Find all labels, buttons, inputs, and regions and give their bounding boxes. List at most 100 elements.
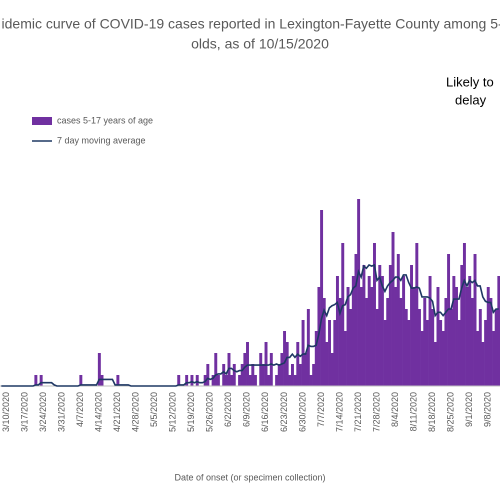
bar: [410, 265, 413, 386]
x-tick-label: 4/7/2020: [75, 392, 85, 427]
bar: [452, 276, 456, 386]
x-tick-label: 9/8/2020: [482, 392, 492, 427]
bar: [478, 309, 482, 386]
bar: [386, 298, 390, 386]
bar: [412, 287, 416, 386]
bar: [97, 353, 101, 386]
bar: [298, 364, 302, 386]
bar: [362, 265, 366, 386]
bar: [354, 254, 358, 386]
bar: [349, 309, 353, 386]
x-tick-label: 5/26/2020: [205, 392, 215, 432]
bar: [214, 353, 218, 386]
x-tick-label: 6/30/2020: [297, 392, 307, 432]
bar: [492, 331, 496, 386]
bar: [404, 309, 408, 386]
x-tick-label: 3/24/2020: [38, 392, 48, 432]
bar: [391, 232, 395, 386]
bar: [396, 254, 400, 386]
bar: [486, 287, 490, 386]
bar: [301, 320, 305, 386]
bar: [497, 276, 500, 386]
bar: [190, 375, 194, 386]
bar: [420, 331, 424, 386]
bar: [216, 375, 220, 386]
x-tick-label: 7/28/2020: [371, 392, 381, 432]
bar: [185, 375, 189, 386]
bar: [206, 364, 210, 386]
x-tick-label: 4/14/2020: [94, 392, 104, 432]
bar: [433, 342, 437, 386]
bar: [425, 320, 429, 386]
bar: [455, 287, 458, 386]
bar: [39, 375, 43, 386]
bar: [240, 364, 244, 386]
x-tick-label: 5/12/2020: [168, 392, 178, 432]
chart-title: olds, as of 10/15/2020: [191, 36, 329, 52]
annotation: delay: [455, 92, 487, 107]
bar: [449, 309, 453, 386]
bar: [224, 375, 228, 386]
bar: [34, 375, 38, 386]
bar: [428, 276, 432, 386]
x-tick-label: 7/21/2020: [353, 392, 363, 432]
bar: [328, 320, 331, 386]
bar: [441, 331, 445, 386]
bar: [280, 353, 284, 386]
bar: [333, 320, 337, 386]
bar: [293, 375, 297, 386]
bar: [481, 342, 485, 386]
bar: [394, 287, 398, 386]
bar: [473, 254, 477, 386]
bar: [291, 364, 294, 386]
bar: [383, 320, 387, 386]
bar: [248, 375, 252, 386]
legend-label: 7 day moving average: [57, 135, 146, 145]
x-axis-title: Date of onset (or specimen collection): [174, 472, 325, 482]
bar: [460, 265, 464, 386]
bar: [285, 342, 289, 386]
bar: [370, 287, 374, 386]
bar: [243, 353, 247, 386]
bar: [365, 298, 369, 386]
bar: [375, 309, 379, 386]
x-tick-label: 5/5/2020: [149, 392, 159, 427]
bar: [439, 320, 443, 386]
bar: [322, 298, 326, 386]
bar: [494, 309, 498, 386]
x-tick-label: 7/14/2020: [334, 392, 344, 432]
bar: [484, 320, 488, 386]
x-tick-label: 6/23/2020: [279, 392, 289, 432]
bar: [283, 331, 287, 386]
bar: [320, 210, 324, 386]
legend-swatch: [32, 117, 52, 125]
bar: [388, 265, 392, 386]
bar: [238, 375, 242, 386]
bar: [259, 353, 263, 386]
bar: [423, 298, 427, 386]
bar: [373, 243, 376, 386]
x-tick-label: 8/11/2020: [408, 392, 418, 431]
x-tick-label: 4/21/2020: [112, 392, 122, 432]
bar: [462, 243, 466, 386]
bar: [211, 375, 215, 386]
x-tick-label: 6/9/2020: [242, 392, 252, 427]
bar: [346, 287, 350, 386]
bar: [79, 375, 83, 386]
bar: [399, 298, 403, 386]
bar: [312, 364, 316, 386]
bar: [341, 243, 345, 386]
x-tick-label: 8/18/2020: [427, 392, 437, 432]
bar: [304, 353, 308, 386]
x-tick-label: 5/19/2020: [186, 392, 196, 432]
bar: [357, 199, 361, 386]
bar: [251, 364, 255, 386]
chart-title: idemic curve of COVID-19 cases reported …: [2, 16, 500, 32]
x-tick-label: 4/28/2020: [131, 392, 141, 432]
bar: [417, 309, 421, 386]
bar: [232, 364, 236, 386]
bar: [325, 342, 329, 386]
x-tick-label: 8/25/2020: [445, 392, 455, 432]
